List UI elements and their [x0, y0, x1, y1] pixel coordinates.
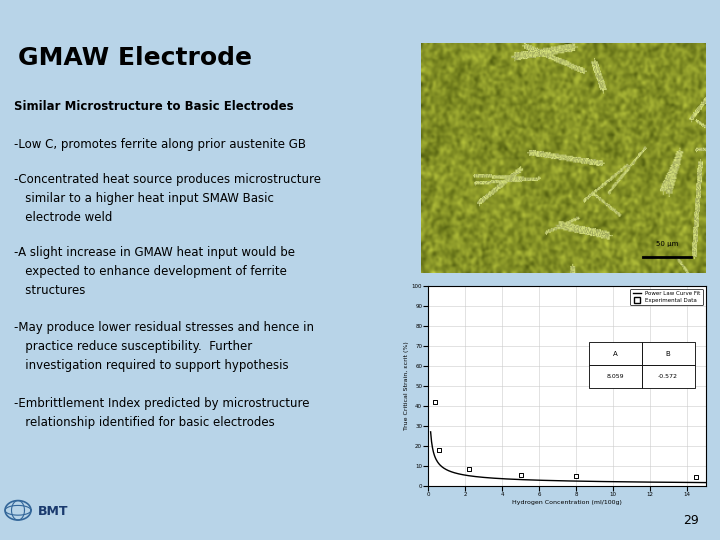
Point: [570, 472, 582, 481]
Text: similar to a higher heat input SMAW Basic: similar to a higher heat input SMAW Basi…: [14, 192, 274, 205]
Bar: [642, 365, 695, 388]
Text: -Low C, promotes ferrite along prior austenite GB: -Low C, promotes ferrite along prior aus…: [14, 138, 307, 151]
Text: A: A: [613, 350, 618, 356]
Text: expected to enhance development of ferrite: expected to enhance development of ferri…: [14, 265, 287, 278]
Bar: [589, 365, 642, 388]
Text: -Concentrated heat source produces microstructure: -Concentrated heat source produces micro…: [14, 173, 321, 186]
Point: [690, 472, 702, 481]
Text: -0.572: -0.572: [658, 374, 678, 379]
Text: -May produce lower residual stresses and hence in: -May produce lower residual stresses and…: [14, 321, 315, 334]
Text: structures: structures: [14, 284, 86, 296]
Y-axis label: True Critical Strain, εcrit (%): True Critical Strain, εcrit (%): [404, 342, 409, 430]
Text: Similar Microstructure to Basic Electrodes: Similar Microstructure to Basic Electrod…: [14, 100, 294, 113]
Legend: Power Law Curve Fit, Experimental Data: Power Law Curve Fit, Experimental Data: [630, 289, 703, 305]
Text: B: B: [666, 350, 670, 356]
Text: BMT: BMT: [37, 505, 68, 518]
Text: 50 μm: 50 μm: [656, 241, 678, 247]
Bar: [589, 342, 642, 365]
Text: electrode weld: electrode weld: [14, 211, 113, 224]
Text: relationship identified for basic electrodes: relationship identified for basic electr…: [14, 416, 275, 429]
Text: -A slight increase in GMAW heat input would be: -A slight increase in GMAW heat input wo…: [14, 246, 295, 259]
Text: investigation required to support hypothesis: investigation required to support hypoth…: [14, 359, 289, 372]
Text: 8.059: 8.059: [607, 374, 624, 379]
Text: practice reduce susceptibility.  Further: practice reduce susceptibility. Further: [14, 340, 253, 353]
Point: [515, 471, 526, 480]
Point: [463, 465, 474, 474]
Text: -Embrittlement Index predicted by microstructure: -Embrittlement Index predicted by micros…: [14, 397, 310, 410]
Point: [429, 398, 441, 407]
Text: 29: 29: [683, 514, 698, 526]
Bar: [642, 342, 695, 365]
Text: GMAW Electrode: GMAW Electrode: [18, 46, 252, 70]
Point: [433, 446, 444, 454]
X-axis label: Hydrogen Concentration (ml/100g): Hydrogen Concentration (ml/100g): [512, 500, 622, 505]
